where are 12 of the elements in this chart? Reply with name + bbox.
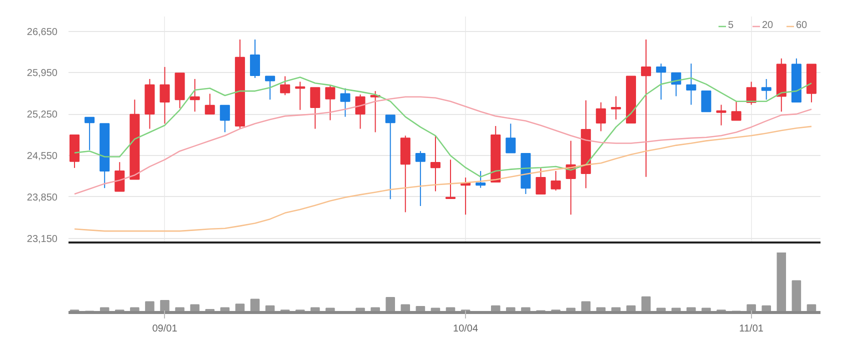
- x-tick-label: 11/01: [739, 324, 764, 334]
- legend-label: 5: [728, 20, 735, 31]
- y-tick-label: 23,850: [26, 192, 58, 204]
- y-tick-label: 23,150: [26, 234, 58, 245]
- x-tick-label: 09/01: [152, 324, 178, 334]
- y-tick-label: 25,950: [26, 68, 58, 80]
- legend-label: 60: [796, 20, 808, 31]
- x-tick-label: 10/04: [453, 324, 479, 334]
- y-tick-label: 24,550: [26, 151, 58, 162]
- legend-label: 20: [762, 20, 774, 31]
- y-tick-label: 25,250: [26, 110, 58, 121]
- y-tick-label: 26,650: [26, 26, 58, 38]
